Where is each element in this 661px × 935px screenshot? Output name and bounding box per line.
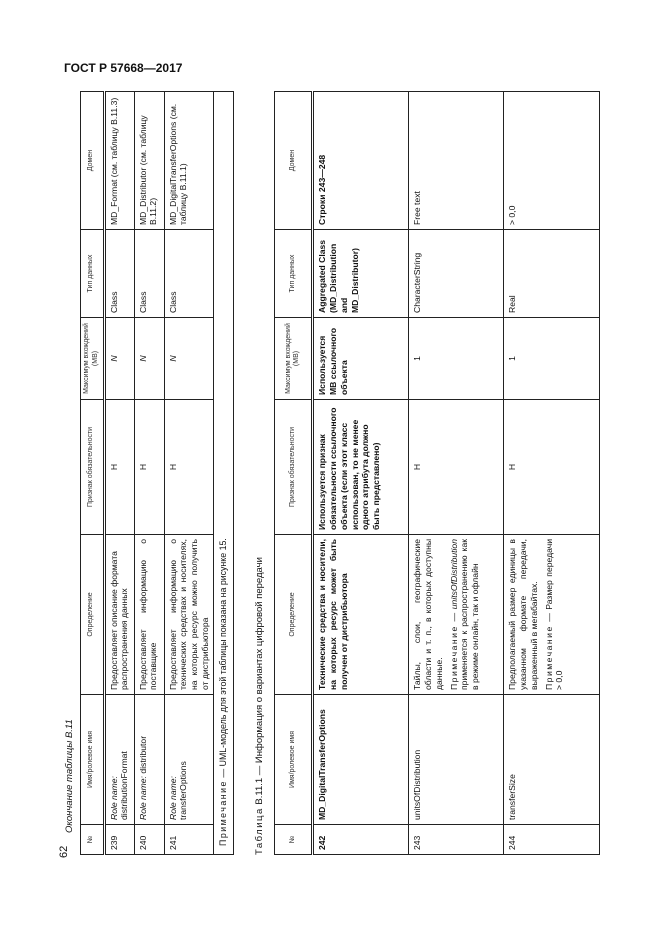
cell-max: Используется МВ ссылочного объекта — [312, 317, 409, 400]
cell-def: Предоставляет информацию о поставщике — [134, 534, 164, 695]
table-b11-end: № Имя/ролевое имя Определение Признак об… — [80, 91, 234, 855]
cell-oblig: Н — [104, 399, 134, 535]
table-row: 241 Role name: transferOptions Предоставл… — [164, 91, 214, 855]
table-header: № Имя/ролевое имя Определение Признак об… — [80, 91, 104, 855]
cell-def-text: Предполагаемый размер единицы в указанно… — [507, 539, 539, 690]
cell-type: Class — [104, 229, 134, 318]
col-no: № — [274, 824, 313, 855]
col-domain: Домен — [274, 91, 313, 230]
cell-oblig: Н — [408, 399, 504, 535]
document-header: ГОСТ Р 57668—2017 — [64, 61, 183, 75]
cell-oblig: Н — [134, 399, 164, 535]
cell-def-note: Примечание — unitsOfDistribution применя… — [448, 539, 481, 690]
cell-def: Предполагаемый размер единицы в указанно… — [503, 534, 600, 695]
cell-type: Real — [503, 229, 600, 318]
col-definition: Определение — [80, 534, 104, 695]
table-note: Примечание — UML-модель для этой таблицы… — [213, 91, 234, 855]
cell-max: N — [164, 317, 214, 400]
col-definition: Определение — [274, 534, 313, 695]
table-b11-1: № Имя/ролевое имя Определение Признак об… — [274, 91, 600, 855]
cell-no: 240 — [134, 824, 164, 855]
col-type: Тип данных — [274, 229, 313, 318]
table2-caption: Таблица B.11.1 — Информация о вариантах … — [254, 557, 266, 855]
cell-no: 239 — [104, 824, 134, 855]
col-max: Максимум вхождений (МВ) — [80, 317, 104, 400]
cell-name: Role name: distributionFormat — [104, 694, 134, 825]
cell-name: transferSize — [503, 694, 600, 825]
cell-def: Тайлы, слои, географические области и т.… — [408, 534, 504, 695]
cell-def: Предоставляет описание формата распростр… — [104, 534, 134, 695]
cell-domain: Free text — [408, 91, 504, 230]
cell-oblig: Используется признак обязательности ссыл… — [312, 399, 409, 535]
cell-domain: MD_Distributor (см. таблицу B.11.2) — [134, 91, 164, 230]
cell-no: 244 — [503, 824, 600, 855]
table-row: 242 MD_DigitalTransferOptions Технически… — [312, 91, 409, 855]
cell-max: 1 — [503, 317, 600, 400]
table-row: 244 transferSize Предполагаемый размер е… — [503, 91, 600, 855]
col-name: Имя/ролевое имя — [274, 694, 313, 825]
cell-domain: > 0,0 — [503, 91, 600, 230]
cell-def-note: Примечание — Размер передачи > 0,0 — [543, 539, 565, 690]
cell-no: 242 — [312, 824, 409, 855]
cell-type: CharacterString — [408, 229, 504, 318]
table1-caption: Окончание таблицы B.11 — [64, 719, 75, 833]
cell-domain: MD_DigitalTransferOptions (см. таблицу B… — [164, 91, 214, 230]
cell-no: 243 — [408, 824, 504, 855]
table-header: № Имя/ролевое имя Определение Признак об… — [274, 91, 313, 855]
col-obligation: Признак обязательности — [80, 399, 104, 535]
cell-def: Предоставляет информацию о технических с… — [164, 534, 214, 695]
cell-name: Role name: distributor — [134, 694, 164, 825]
table-note-row: Примечание — UML-модель для этой таблицы… — [213, 91, 234, 855]
table-row: 243 unitsOfDistribution Тайлы, слои, гео… — [408, 91, 504, 855]
cell-name: MD_DigitalTransferOptions — [312, 694, 409, 825]
cell-no: 241 — [164, 824, 214, 855]
col-no: № — [80, 824, 104, 855]
cell-max: N — [104, 317, 134, 400]
cell-domain: MD_Format (см. таблицу B.11.3) — [104, 91, 134, 230]
cell-def: Технические средства и носители, на кото… — [312, 534, 409, 695]
cell-type: Aggregated Class (MD_Distribution and MD… — [312, 229, 409, 318]
col-obligation: Признак обязательности — [274, 399, 313, 535]
table-row: 239 Role name: distributionFormat Предост… — [104, 91, 134, 855]
cell-max: N — [134, 317, 164, 400]
rotated-content: Окончание таблицы B.11 № Имя/ролевое имя… — [62, 91, 614, 855]
cell-domain: Строки 243—248 — [312, 91, 409, 230]
col-domain: Домен — [80, 91, 104, 230]
cell-oblig: Н — [503, 399, 600, 535]
cell-name: unitsOfDistribution — [408, 694, 504, 825]
col-name: Имя/ролевое имя — [80, 694, 104, 825]
cell-def-text: Тайлы, слои, географические области и т.… — [412, 539, 444, 690]
cell-type: Class — [164, 229, 214, 318]
col-max: Максимум вхождений (МВ) — [274, 317, 313, 400]
cell-max: 1 — [408, 317, 504, 400]
table-row: 240 Role name: distributor Предоставляет… — [134, 91, 164, 855]
cell-oblig: Н — [164, 399, 214, 535]
cell-name: Role name: transferOptions — [164, 694, 214, 825]
cell-type: Class — [134, 229, 164, 318]
col-type: Тип данных — [80, 229, 104, 318]
